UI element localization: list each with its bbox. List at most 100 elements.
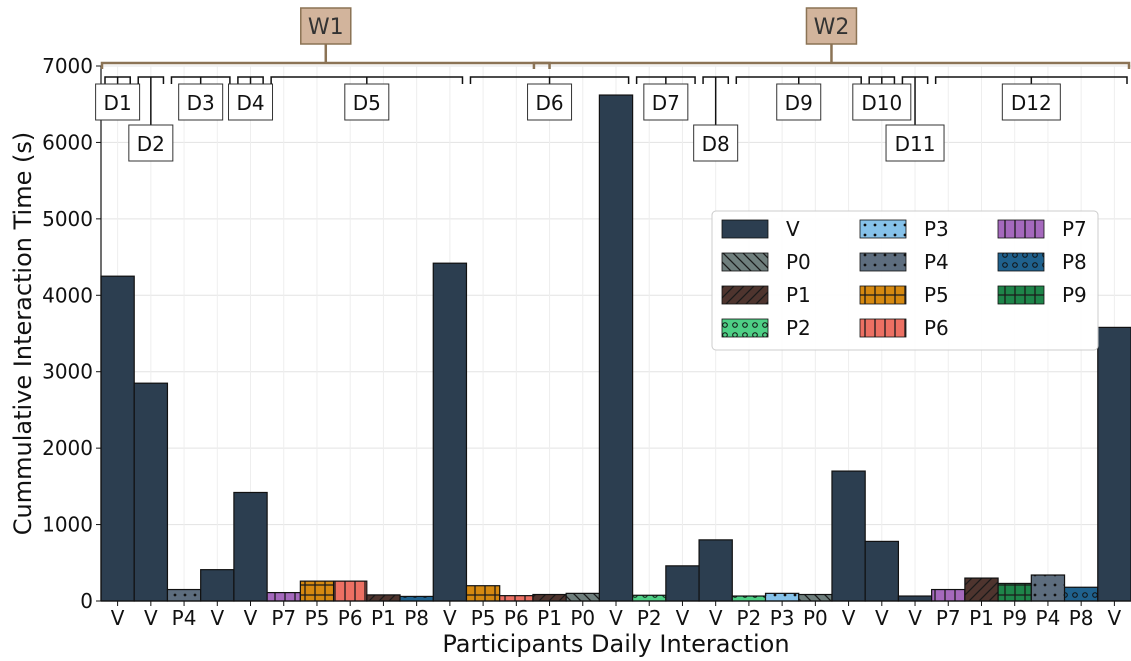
- y-tick-label: 5000: [42, 207, 93, 231]
- x-tick-label: P0: [570, 606, 595, 630]
- legend: V P0 P1 P2 P3 P4 P5 P6 P7 P8 P9: [711, 210, 1099, 351]
- day-label-box: D11: [885, 124, 945, 162]
- legend-label: P4: [924, 250, 949, 274]
- legend-item-p8: P8: [997, 250, 1087, 274]
- legend-label: P0: [786, 250, 811, 274]
- x-tick-label: P3: [770, 606, 795, 630]
- bar-v: [1097, 326, 1131, 602]
- legend-box: [711, 210, 1099, 351]
- legend-label: P2: [786, 316, 811, 340]
- bar-v: [100, 275, 135, 602]
- legend-label: P8: [1062, 250, 1087, 274]
- legend-swatch: [997, 219, 1045, 239]
- day-label: D1: [104, 91, 132, 115]
- day-label-box: D1: [95, 83, 141, 121]
- bar-p5: [299, 580, 335, 602]
- x-tick-label: P4: [1036, 606, 1061, 630]
- x-tick-label: P9: [1002, 606, 1027, 630]
- bar-v: [133, 382, 169, 602]
- day-label: D3: [187, 91, 215, 115]
- x-tick-label: P5: [305, 606, 330, 630]
- bar-p0: [565, 592, 600, 602]
- day-label: D9: [785, 91, 813, 115]
- x-tick-label: P2: [737, 606, 762, 630]
- bar-p9: [997, 582, 1032, 602]
- legend-swatch: [997, 252, 1045, 272]
- x-tick-label: V: [144, 606, 158, 630]
- bar-v: [200, 569, 235, 602]
- day-label-box: D7: [643, 83, 689, 121]
- x-tick-label: P1: [969, 606, 994, 630]
- legend-swatch: [721, 318, 769, 338]
- x-tick-label: V: [842, 606, 856, 630]
- legend-swatch: [721, 252, 769, 272]
- legend-item-v: V: [721, 217, 800, 241]
- legend-item-p4: P4: [859, 250, 949, 274]
- day-label: D12: [1011, 91, 1052, 115]
- legend-swatch: [859, 252, 907, 272]
- legend-label: P9: [1062, 283, 1087, 307]
- legend-swatch: [859, 285, 907, 305]
- bar-p7: [266, 591, 301, 602]
- bar-p2: [632, 594, 667, 602]
- bar-v: [233, 491, 268, 602]
- legend-item-p1: P1: [721, 283, 811, 307]
- bar-v: [897, 595, 933, 602]
- bar-p5: [465, 585, 501, 602]
- y-tick-label: 2000: [42, 436, 93, 460]
- x-tick-label: P1: [537, 606, 562, 630]
- bar-v: [432, 262, 468, 602]
- bar-p1: [964, 577, 999, 602]
- bar-p4: [1030, 574, 1066, 602]
- bars: [100, 94, 1131, 602]
- legend-item-p3: P3: [859, 217, 949, 241]
- bar-v: [598, 94, 634, 602]
- legend-item-p6: P6: [859, 316, 949, 340]
- legend-label: P7: [1062, 217, 1087, 241]
- y-tick-label: 1000: [42, 513, 93, 537]
- x-tick-label: P6: [338, 606, 363, 630]
- x-tick-label: V: [210, 606, 224, 630]
- day-label-box: D12: [1001, 83, 1061, 121]
- y-tick-label: 6000: [42, 130, 93, 154]
- week-label-box: W1: [300, 7, 352, 45]
- x-tick-label: V: [908, 606, 922, 630]
- y-tick-label: 0: [80, 589, 93, 613]
- day-label-box: D9: [776, 83, 822, 121]
- legend-item-p9: P9: [997, 283, 1087, 307]
- legend-label: P1: [786, 283, 811, 307]
- x-tick-label: P1: [371, 606, 396, 630]
- week-label: W2: [814, 15, 850, 40]
- day-label: D4: [236, 91, 264, 115]
- week-label-box: W2: [805, 7, 858, 45]
- day-label: D11: [895, 132, 936, 156]
- day-label-box: D2: [128, 124, 174, 162]
- day-label-box: D6: [527, 83, 573, 121]
- x-tick-label: P8: [1069, 606, 1094, 630]
- legend-label: P6: [924, 316, 949, 340]
- bar-p6: [332, 580, 368, 602]
- x-tick-label: P7: [936, 606, 961, 630]
- x-tick-label: V: [244, 606, 258, 630]
- bar-p7: [931, 588, 966, 602]
- x-tick-label: V: [111, 606, 125, 630]
- x-tick-label: V: [676, 606, 690, 630]
- x-tick-label: V: [1108, 606, 1122, 630]
- x-tick-label: P4: [172, 606, 197, 630]
- bar-p0: [798, 593, 833, 602]
- day-label-box: D5: [344, 83, 390, 121]
- day-label: D2: [137, 132, 165, 156]
- x-tick-label: P7: [271, 606, 296, 630]
- bar-v: [864, 540, 900, 602]
- bar-v: [665, 565, 700, 602]
- x-tick-label: V: [443, 606, 457, 630]
- legend-swatch: [859, 219, 907, 239]
- legend-swatch: [721, 219, 769, 239]
- bar-p1: [532, 593, 567, 602]
- bar-p2: [731, 595, 767, 602]
- x-tick-label: P2: [637, 606, 662, 630]
- legend-item-p0: P0: [721, 250, 811, 274]
- day-label: D5: [353, 91, 381, 115]
